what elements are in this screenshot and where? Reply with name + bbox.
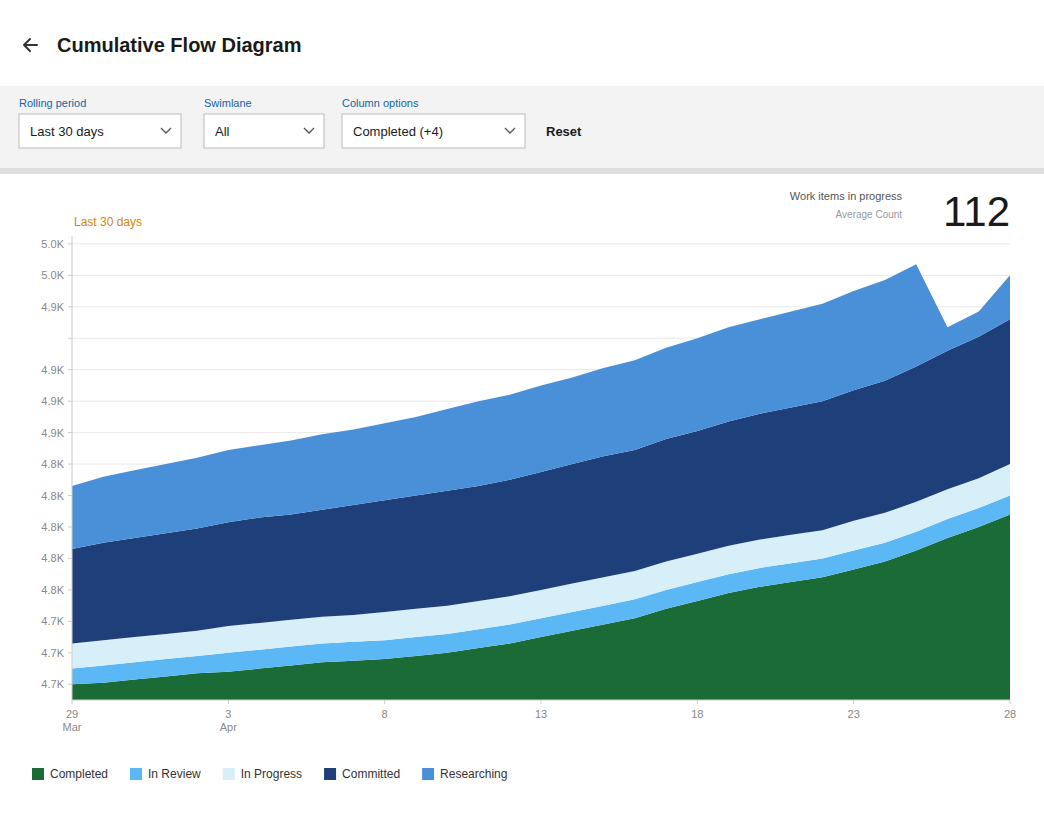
y-axis-line (72, 236, 73, 700)
reset-button[interactable]: Reset (546, 124, 582, 139)
y-tick-label: 4.9K (41, 395, 64, 407)
period-label: Last 30 days (74, 215, 142, 229)
dropdown-box[interactable] (19, 114, 181, 148)
dropdown-box[interactable] (204, 114, 324, 148)
metric-value: 112 (943, 188, 1010, 235)
x-axis: 29Mar 3Apr 8 13 18 23 28 (63, 700, 1017, 733)
y-tick-label: 4.8K (41, 490, 64, 502)
legend-swatch (130, 768, 142, 780)
y-tick (68, 401, 72, 402)
legend-label: In Progress (241, 767, 302, 781)
y-tick-label: 4.7K (41, 678, 64, 690)
metric-sublabel: Average Count (836, 209, 903, 220)
title: Cumulative Flow Diagram (57, 34, 302, 56)
page: Cumulative Flow Diagram Rolling period Las… (0, 0, 1044, 819)
dropdown-value[interactable]: Last 30 days (30, 124, 104, 139)
grid-line (72, 243, 1010, 244)
y-tick (68, 369, 72, 370)
x-tick-label: 28 (1004, 708, 1016, 720)
control-label: Column options (342, 97, 419, 109)
y-tick (68, 464, 72, 465)
y-tick-label: 4.7K (41, 647, 64, 659)
grid-line (72, 275, 1010, 276)
area-band (72, 264, 1010, 549)
x-tick (541, 700, 542, 704)
x-tick-label: 8 (382, 708, 388, 720)
metric-label: Work items in progress (790, 190, 903, 202)
y-tick (68, 558, 72, 559)
y-tick (68, 589, 72, 590)
page-background (0, 0, 1044, 819)
y-tick-label: 4.8K (41, 584, 64, 596)
y-tick (68, 495, 72, 496)
control-label: Rolling period (19, 97, 86, 109)
x-tick (853, 700, 854, 704)
legend-label: Committed (342, 767, 400, 781)
y-tick (68, 652, 72, 653)
back-button[interactable] (24, 39, 37, 51)
dropdown-value[interactable]: Completed (+4) (353, 124, 443, 139)
y-tick (68, 275, 72, 276)
dropdown-chevron[interactable] (161, 128, 171, 133)
x-tick (697, 700, 698, 704)
x-tick (1010, 700, 1011, 704)
x-tick (228, 700, 229, 704)
y-tick (68, 526, 72, 527)
y-tick-label: 4.8K (41, 458, 64, 470)
header-bar (0, 0, 1044, 86)
y-tick (68, 243, 72, 244)
x-tick-label: 3Apr (220, 708, 237, 733)
legend-swatch (324, 768, 336, 780)
separator (0, 168, 1044, 174)
x-tick-label: 23 (848, 708, 860, 720)
y-tick (68, 306, 72, 307)
x-tick (72, 700, 73, 704)
y-tick (68, 684, 72, 685)
legend: Completed In Review In Progress Committed Re… (32, 767, 507, 781)
legend-swatch (32, 768, 44, 780)
dropdown[interactable]: Last 30 days (19, 114, 181, 148)
y-tick-label: 5.0K (41, 238, 64, 250)
y-tick (68, 432, 72, 433)
y-tick (68, 621, 72, 622)
y-tick-label: 4.9K (41, 301, 64, 313)
dropdown-chevron[interactable] (304, 128, 314, 133)
areas (72, 264, 1010, 700)
x-tick (384, 700, 385, 704)
legend-swatch (223, 768, 235, 780)
y-tick-label: 4.7K (41, 615, 64, 627)
controls-bar (0, 86, 1044, 168)
dropdown-chevron[interactable] (505, 128, 515, 133)
legend-label: Completed (50, 767, 108, 781)
x-tick-label: 29Mar (63, 708, 82, 733)
dropdown-box[interactable] (342, 114, 525, 148)
x-tick-label: 13 (535, 708, 547, 720)
legend-label: In Review (148, 767, 201, 781)
dropdown[interactable]: All (204, 114, 324, 148)
dropdown[interactable]: Completed (+4) (342, 114, 525, 148)
dropdown-value[interactable]: All (215, 124, 230, 139)
x-tick-label: 18 (691, 708, 703, 720)
y-tick-label: 5.0K (41, 269, 64, 281)
legend-label: Researching (440, 767, 507, 781)
y-tick (68, 338, 72, 339)
y-tick-label: 4.8K (41, 552, 64, 564)
chart-panel (0, 174, 1044, 819)
y-tick-label: 4.9K (41, 427, 64, 439)
control-label: Swimlane (204, 97, 252, 109)
y-tick-label: 4.9K (41, 364, 64, 376)
y-tick-label: 4.8K (41, 521, 64, 533)
legend-swatch (422, 768, 434, 780)
